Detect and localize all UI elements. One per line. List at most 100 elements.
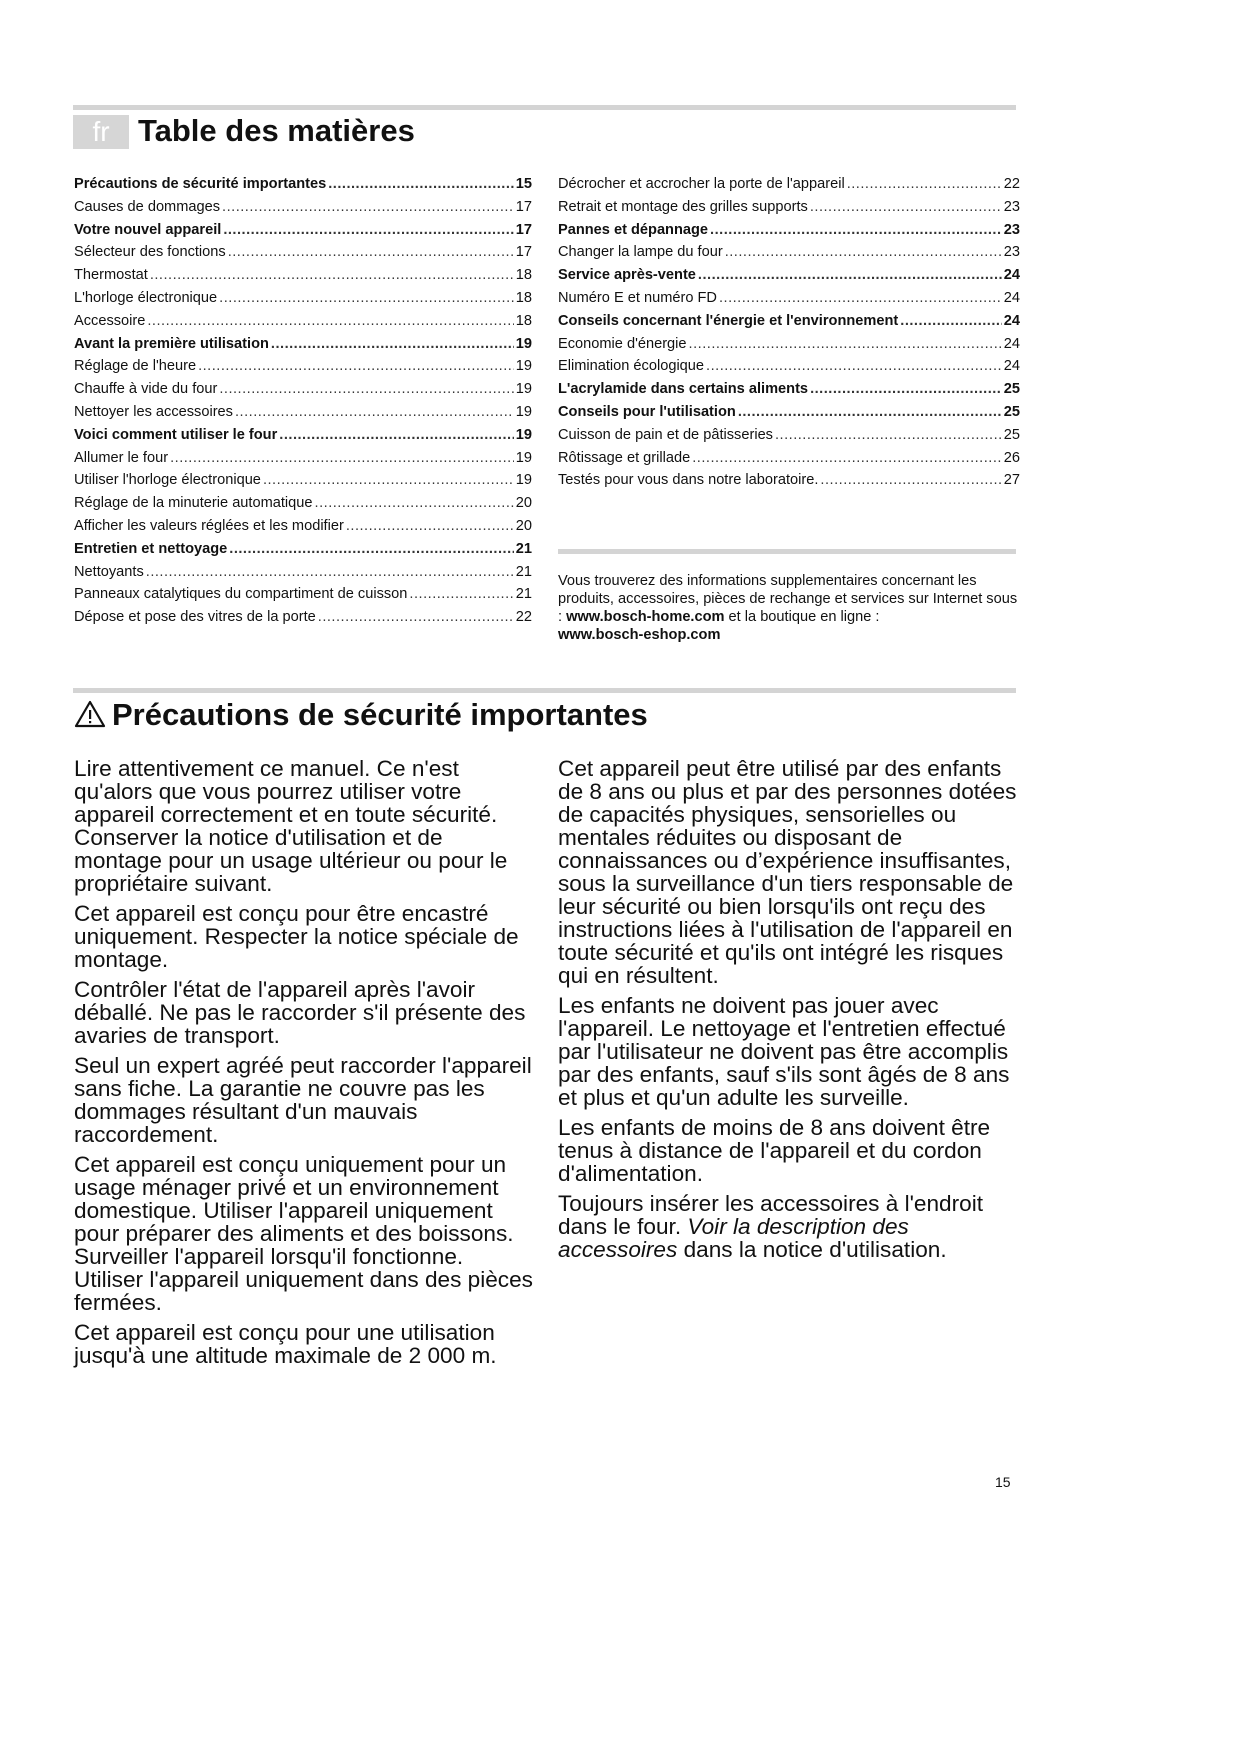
language-tag: fr — [73, 115, 129, 149]
text: dans la notice d'utilisation. — [677, 1237, 947, 1262]
dot-leader — [738, 401, 1002, 424]
toc-entry-title: Thermostat — [74, 267, 148, 284]
italic-reference: Voir la description des accessoires — [558, 1214, 909, 1262]
toc-entry[interactable]: Chauffe à vide du four 19 — [74, 378, 532, 401]
toc-entry[interactable]: Retrait et montage des grilles supports 2… — [558, 196, 1020, 219]
toc-entry-page: 24 — [1003, 335, 1020, 352]
toc-entry-page: 21 — [515, 586, 532, 603]
toc-entry-page: 22 — [515, 609, 532, 626]
toc-entry-title: Changer la lampe du four — [558, 244, 723, 261]
dot-leader — [692, 447, 1002, 470]
dot-leader — [198, 355, 514, 378]
toc-entry-page: 24 — [1003, 267, 1020, 284]
toc-entry-title: Décrocher et accrocher la porte de l'app… — [558, 176, 845, 192]
toc-entry[interactable]: Sélecteur des fonctions 17 — [74, 241, 532, 264]
dot-leader — [820, 469, 1001, 492]
dot-leader — [150, 264, 514, 287]
toc-entry[interactable]: Panneaux catalytiques du compartiment de… — [74, 583, 532, 606]
online-info: Vous trouverez des informations suppleme… — [558, 572, 1018, 644]
dot-leader — [810, 196, 1002, 219]
toc-entry-title: L'horloge électronique — [74, 289, 218, 306]
toc-entry-title: Précautions de sécurité importantes — [74, 176, 327, 192]
paragraph: Toujours insérer les accessoires à l'end… — [558, 1192, 1018, 1261]
toc-entry-page: 15 — [515, 176, 532, 192]
toc-entry[interactable]: Causes de dommages 17 — [74, 196, 532, 219]
dot-leader — [147, 310, 513, 333]
toc-entry-title: Panneaux catalytiques du compartiment de… — [74, 586, 408, 603]
toc-entry-title: Cuisson de pain et de pâtisseries — [558, 426, 773, 443]
toc-entry-page: 24 — [1003, 358, 1020, 375]
dot-leader — [222, 196, 514, 219]
paragraph: Cet appareil est conçu pour une utilisat… — [74, 1320, 497, 1368]
toc-entry-page: 18 — [515, 289, 532, 306]
toc-entry[interactable]: Entretien et nettoyage 21 — [74, 538, 532, 561]
toc-entry[interactable]: Numéro E et numéro FD 24 — [558, 287, 1020, 310]
toc-entry-page: 23 — [1003, 244, 1020, 261]
page-number: 15 — [995, 1474, 1011, 1490]
safety-left-column: Lire attentivement ce manuel. Ce n'est q… — [74, 757, 534, 1374]
toc-entry[interactable]: Précautions de sécurité importantes 15 — [74, 173, 532, 196]
toc-entry-title: Testés pour vous dans notre laboratoire. — [558, 472, 819, 489]
toc-entry[interactable]: Pannes et dépannage 23 — [558, 219, 1020, 242]
dot-leader — [346, 515, 514, 538]
dot-leader — [900, 310, 1002, 333]
bosch-home-link[interactable]: www.bosch-home.com — [566, 609, 725, 625]
paragraph: Cet appareil peut être utilisé par des e… — [558, 756, 1017, 988]
toc-entry[interactable]: Dépose et pose des vitres de la porte 22 — [74, 606, 532, 629]
dot-leader — [725, 241, 1002, 264]
dot-leader — [698, 264, 1002, 287]
toc-entry-title: Pannes et dépannage — [558, 221, 709, 238]
toc-entry[interactable]: L'horloge électronique 18 — [74, 287, 532, 310]
toc-entry[interactable]: Voici comment utiliser le four 19 — [74, 424, 532, 447]
bosch-eshop-link[interactable]: www.bosch-eshop.com — [558, 627, 721, 643]
toc-entry-title: Entretien et nettoyage — [74, 540, 228, 557]
toc-entry[interactable]: Economie d'énergie 24 — [558, 333, 1020, 356]
toc-entry-title: Accessoire — [74, 312, 146, 329]
toc-entry-page: 21 — [515, 563, 532, 580]
dot-leader — [810, 378, 1002, 401]
divider — [558, 549, 1016, 554]
toc-entry-page: 27 — [1003, 472, 1020, 489]
toc-entry-title: Conseils concernant l'énergie et l'envir… — [558, 312, 899, 329]
toc-entry[interactable]: Réglage de l'heure 19 — [74, 355, 532, 378]
paragraph: Les enfants ne doivent pas jouer avec l'… — [558, 993, 1010, 1110]
toc-entry[interactable]: Réglage de la minuterie automatique 20 — [74, 492, 532, 515]
toc-entry-page: 22 — [1003, 176, 1020, 192]
dot-leader — [706, 355, 1002, 378]
toc-entry[interactable]: L'acrylamide dans certains aliments 25 — [558, 378, 1020, 401]
toc-entry[interactable]: Votre nouvel appareil 17 — [74, 219, 532, 242]
dot-leader — [710, 219, 1002, 242]
toc-entry[interactable]: Conseils concernant l'énergie et l'envir… — [558, 310, 1020, 333]
toc-entry-page: 17 — [515, 198, 532, 215]
toc-entry[interactable]: Thermostat 18 — [74, 264, 532, 287]
toc-entry[interactable]: Service après-vente 24 — [558, 264, 1020, 287]
toc-entry-title: Nettoyants — [74, 563, 144, 580]
toc-entry-title: L'acrylamide dans certains aliments — [558, 381, 809, 398]
toc-entry-title: Voici comment utiliser le four — [74, 426, 278, 443]
dot-leader — [847, 173, 1002, 196]
toc-entry-page: 17 — [515, 221, 532, 238]
toc-entry[interactable]: Utiliser l'horloge électronique 19 — [74, 469, 532, 492]
toc-entry[interactable]: Décrocher et accrocher la porte de l'app… — [558, 173, 1020, 196]
toc-entry[interactable]: Testés pour vous dans notre laboratoire.… — [558, 469, 1020, 492]
toc-entry[interactable]: Avant la première utilisation 19 — [74, 333, 532, 356]
toc-entry[interactable]: Afficher les valeurs réglées et les modi… — [74, 515, 532, 538]
dot-leader — [775, 424, 1002, 447]
toc-entry-page: 25 — [1003, 403, 1020, 420]
toc-entry-page: 20 — [515, 495, 532, 512]
toc-entry[interactable]: Nettoyer les accessoires 19 — [74, 401, 532, 424]
dot-leader — [219, 287, 514, 310]
toc-entry[interactable]: Conseils pour l'utilisation 25 — [558, 401, 1020, 424]
toc-entry-title: Votre nouvel appareil — [74, 221, 222, 238]
toc-entry[interactable]: Changer la lampe du four 23 — [558, 241, 1020, 264]
dot-leader — [229, 538, 514, 561]
toc-entry[interactable]: Elimination écologique 24 — [558, 355, 1020, 378]
toc-entry[interactable]: Accessoire 18 — [74, 310, 532, 333]
toc-entry-title: Nettoyer les accessoires — [74, 403, 233, 420]
toc-entry[interactable]: Allumer le four 19 — [74, 447, 532, 470]
paragraph: Cet appareil est conçu uniquement pour u… — [74, 1152, 533, 1315]
toc-entry-title: Réglage de l'heure — [74, 358, 197, 375]
toc-entry[interactable]: Rôtissage et grillade 26 — [558, 447, 1020, 470]
toc-entry[interactable]: Nettoyants 21 — [74, 561, 532, 584]
toc-entry[interactable]: Cuisson de pain et de pâtisseries 25 — [558, 424, 1020, 447]
